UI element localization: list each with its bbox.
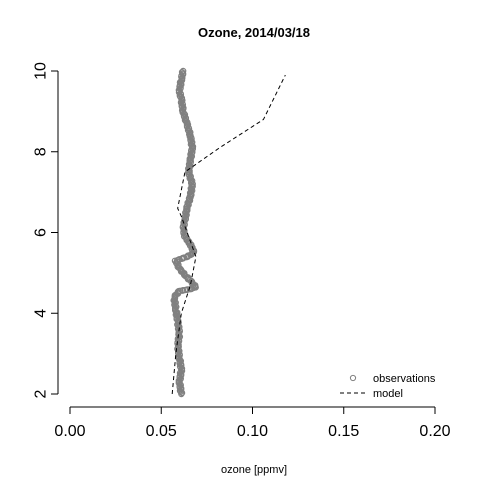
y-tick-label: 4: [33, 309, 50, 318]
observation-point: [177, 80, 185, 87]
x-axis: 0.00 0.05 0.10 0.15 0.20: [54, 406, 451, 440]
y-axis: 2 4 6 8 10: [33, 62, 59, 398]
x-axis-label: ozone [ppmv]: [221, 464, 287, 476]
x-tick-label: 0.15: [328, 423, 359, 440]
observation-point: [179, 70, 187, 77]
y-tick-label: 6: [33, 228, 50, 237]
observation-point: [184, 286, 191, 293]
legend-observations-marker: [349, 374, 357, 382]
observation-point: [178, 68, 186, 76]
x-tick-label: 0.05: [146, 423, 177, 440]
y-tick-label: 8: [33, 147, 50, 156]
legend-model-label: model: [373, 388, 403, 400]
chart-title: Ozone, 2014/03/18: [198, 25, 310, 40]
x-tick-label: 0.10: [237, 423, 268, 440]
y-tick-label: 10: [33, 62, 50, 80]
x-tick-label: 0.00: [54, 423, 85, 440]
x-tick-label: 0.20: [419, 423, 450, 440]
legend: observations model: [340, 373, 436, 400]
y-tick-label: 2: [33, 389, 50, 398]
model-series: [171, 74, 286, 395]
model-line: [171, 74, 286, 395]
legend-observations-label: observations: [373, 373, 436, 385]
observation-point: [180, 112, 188, 119]
observation-point: [179, 67, 187, 75]
observations-series: [170, 67, 199, 398]
